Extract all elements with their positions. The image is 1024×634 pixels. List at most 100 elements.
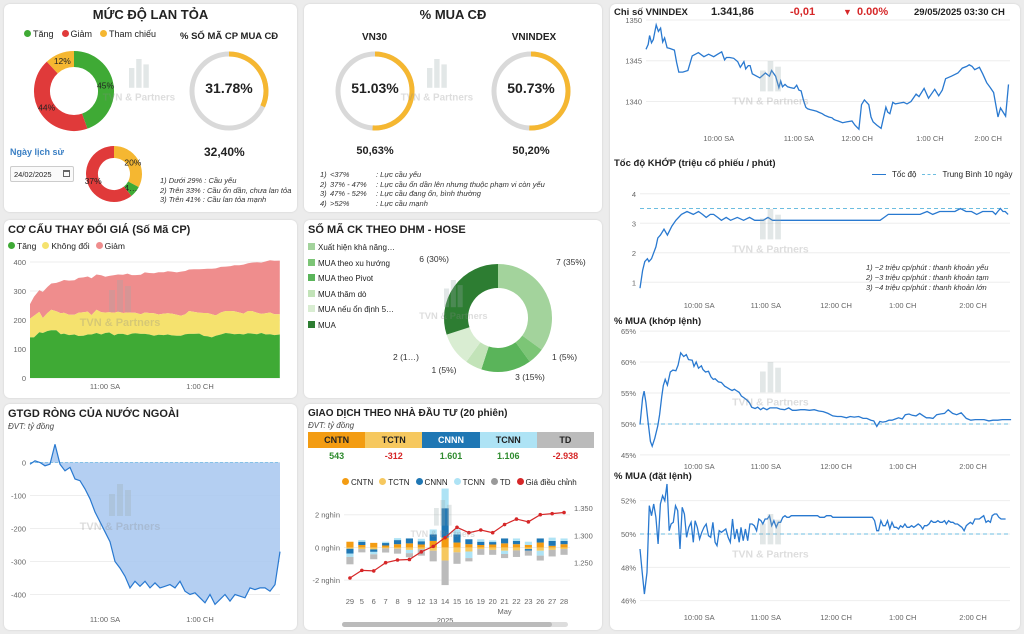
y-tick-label: 2 nghìn	[315, 511, 340, 520]
x-tick-label: 27	[548, 597, 556, 606]
y-tick-label: 1350	[625, 16, 642, 25]
bar-tctn	[465, 547, 473, 552]
watermark-bar	[109, 290, 115, 312]
bar-td	[405, 553, 413, 558]
watermark-bar	[125, 490, 131, 516]
legend-item[interactable]: Giá điều chỉnh	[516, 478, 577, 487]
index-pct: 0.00%	[857, 6, 889, 18]
y-tick-label: 4	[632, 190, 636, 199]
y-tick-label: 1	[632, 278, 636, 287]
speed-notes: 1) ~2 triệu cp/phút : thanh khoản yếu 2)…	[866, 263, 989, 293]
investor-type-header[interactable]: TCNN	[479, 432, 537, 448]
hist-ref-slice	[113, 146, 142, 188]
bar-tcnn	[477, 539, 485, 542]
bar-tcnn	[512, 538, 521, 541]
legend-item[interactable]: CNNN	[415, 478, 448, 487]
legend-item[interactable]: MUA thăm dò	[308, 287, 395, 303]
legend-item[interactable]: Xuất hiện khả năng…	[308, 240, 395, 256]
legend-label: MUA thăm dò	[318, 289, 367, 299]
bar-tctn	[453, 547, 461, 553]
x-tick-label: 12:00 CH	[820, 301, 852, 310]
watermark-logo: TVN & Partners	[732, 514, 809, 561]
price-structure-legend: Tăng Không đổi Giảm	[8, 241, 125, 251]
bar-cntn	[453, 542, 461, 548]
investor-type-header[interactable]: CNNN	[422, 432, 480, 448]
y2-tick-label: 1.350	[574, 504, 593, 513]
legend-ref-label: Tham chiếu	[109, 29, 157, 39]
bar-tcnn	[405, 549, 413, 554]
watermark-logo: TVN & Partners	[401, 59, 474, 103]
bar-cnnn	[346, 548, 354, 554]
legend-label: MUA theo Pivot	[318, 274, 374, 283]
foreign-line	[29, 444, 281, 606]
watermark-text: TVN & Partners	[732, 398, 809, 409]
investor-type-header[interactable]: CNTN	[308, 432, 366, 448]
watermark-logo: TVN & Partners	[411, 500, 475, 539]
history-date-input[interactable]: 24/02/2025	[10, 166, 74, 182]
investor-type-header[interactable]: TD	[536, 432, 595, 448]
legend-label: TCNN	[462, 478, 485, 487]
price-line	[349, 511, 565, 579]
investor-type-header[interactable]: TCTN	[365, 432, 423, 448]
legend-dot	[490, 478, 498, 485]
x-tick-label: 1:00 CH	[889, 462, 917, 471]
legend-up-label: Tăng	[33, 29, 54, 39]
calendar-icon[interactable]	[63, 170, 70, 177]
legend-down-label: Giảm	[70, 29, 93, 39]
y-tick-label: 0 nghìn	[315, 543, 340, 552]
x-tick-label: 8	[395, 597, 399, 606]
bar-tcnn	[393, 538, 402, 541]
pct-mua-gauge-fill	[228, 51, 269, 108]
y-tick-label: 200	[13, 316, 26, 325]
slice-label: 1 (5%)	[431, 365, 456, 375]
bar-td	[370, 554, 378, 560]
y-tick-label: 50%	[621, 530, 636, 539]
legend-item[interactable]: MUA	[308, 318, 395, 334]
breadth-panel: MỨC ĐỘ LAN TỎA Tăng Giảm Tham chiếu % SỐ…	[4, 4, 297, 212]
bar-cnnn	[489, 542, 497, 545]
investor-summary-cell: TD -2.938	[536, 432, 595, 461]
x-tick-label: 11:00 SA	[751, 613, 781, 622]
legend-dot	[415, 478, 423, 485]
y2-tick-label: 1.250	[574, 559, 593, 568]
bar-cnnn	[453, 534, 461, 543]
slice-label: 20%	[124, 158, 141, 168]
bar-cntn	[382, 545, 390, 548]
horizontal-scrollbar[interactable]	[342, 622, 568, 627]
investor-summary-cell: CNTN 543	[308, 432, 366, 461]
bar-td	[382, 548, 390, 553]
bar-cntn	[477, 545, 485, 548]
y-tick-label: 2	[632, 249, 636, 258]
x-tick-label: 14	[441, 597, 449, 606]
legend-swatch	[308, 289, 315, 297]
legend-flat-dot	[42, 242, 50, 249]
x-tick-label: 6	[372, 597, 376, 606]
x-tick-label: 19	[477, 597, 485, 606]
scrollbar-thumb[interactable]	[342, 622, 552, 627]
watermark-bar	[434, 508, 439, 526]
legend-down-dot	[95, 242, 103, 249]
history-note: 1) Dưới 29% : Cầu yếu	[160, 176, 237, 185]
bar-td	[524, 550, 532, 556]
legend-item[interactable]: TCNN	[453, 478, 485, 487]
watermark-logo: TVN & Partners	[80, 280, 160, 329]
series-line	[639, 351, 1012, 449]
legend-item[interactable]: TD	[490, 478, 511, 487]
investor-type-value: -2.938	[552, 451, 579, 461]
legend-item[interactable]: MUA theo xu hướng	[308, 256, 395, 272]
legend-label: Giảm	[104, 241, 125, 251]
watermark-text: TVN & Partners	[401, 92, 474, 103]
mua-dat-title: % MUA (đặt lệnh)	[614, 471, 692, 482]
x-tick-label: 1:00 CH	[186, 382, 214, 391]
legend-item[interactable]: CNTN	[342, 478, 373, 487]
legend-item[interactable]: TCTN	[379, 478, 410, 487]
legend-item[interactable]: MUA theo Pivot	[308, 271, 395, 287]
watermark-bar	[427, 68, 433, 88]
legend-item[interactable]: MUA nếu ổn định 5…	[308, 302, 395, 318]
slice-probe	[466, 342, 490, 370]
legend-label: CNTN	[351, 478, 374, 487]
bar-tctn	[524, 547, 532, 550]
x-tick-label: 29	[346, 597, 354, 606]
pct-mua-value: 31.78%	[205, 80, 253, 96]
watermark-bar	[775, 367, 781, 393]
